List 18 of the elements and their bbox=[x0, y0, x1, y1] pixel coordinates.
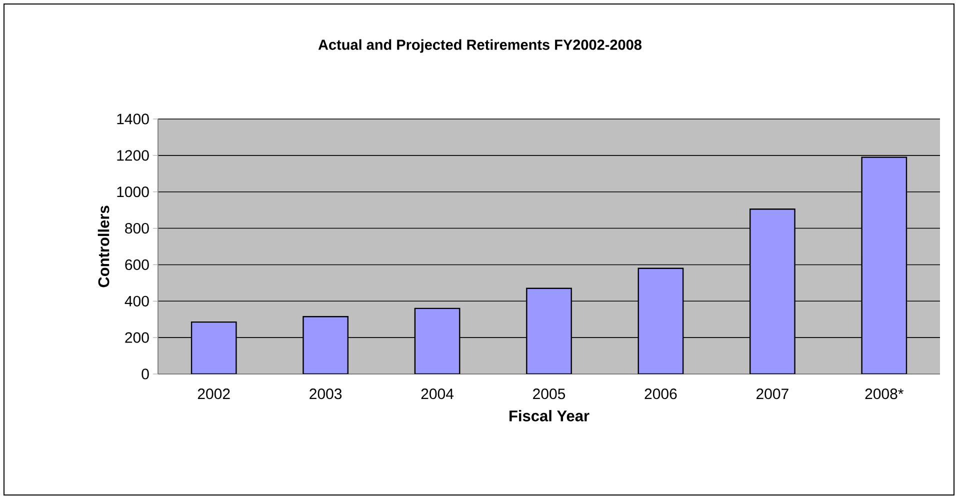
y-axis-title: Controllers bbox=[98, 206, 110, 288]
y-tick-label: 1400 bbox=[117, 114, 149, 124]
x-tick-label: 2006 bbox=[644, 388, 677, 400]
chart-title: Actual and Projected Retirements FY2002-2008 bbox=[318, 39, 642, 53]
y-tick-label: 600 bbox=[125, 259, 149, 270]
y-tick-label: 400 bbox=[124, 296, 149, 306]
x-tick-label: 2008* bbox=[865, 388, 904, 400]
y-tick-label: 0 bbox=[142, 368, 149, 380]
x-tick-label: 2004 bbox=[421, 388, 454, 400]
y-tick-label: 800 bbox=[125, 222, 149, 234]
y-tick-label: 200 bbox=[125, 332, 149, 343]
x-tick-label: 2002 bbox=[198, 388, 230, 400]
y-tick-label: 1200 bbox=[117, 150, 149, 161]
y-tick-label: 1000 bbox=[117, 186, 149, 198]
x-tick-label: 2003 bbox=[310, 388, 342, 400]
x-tick-label: 2005 bbox=[533, 388, 566, 400]
x-axis-title: Fiscal Year bbox=[510, 410, 590, 422]
x-tick-label: 2007 bbox=[756, 388, 788, 400]
